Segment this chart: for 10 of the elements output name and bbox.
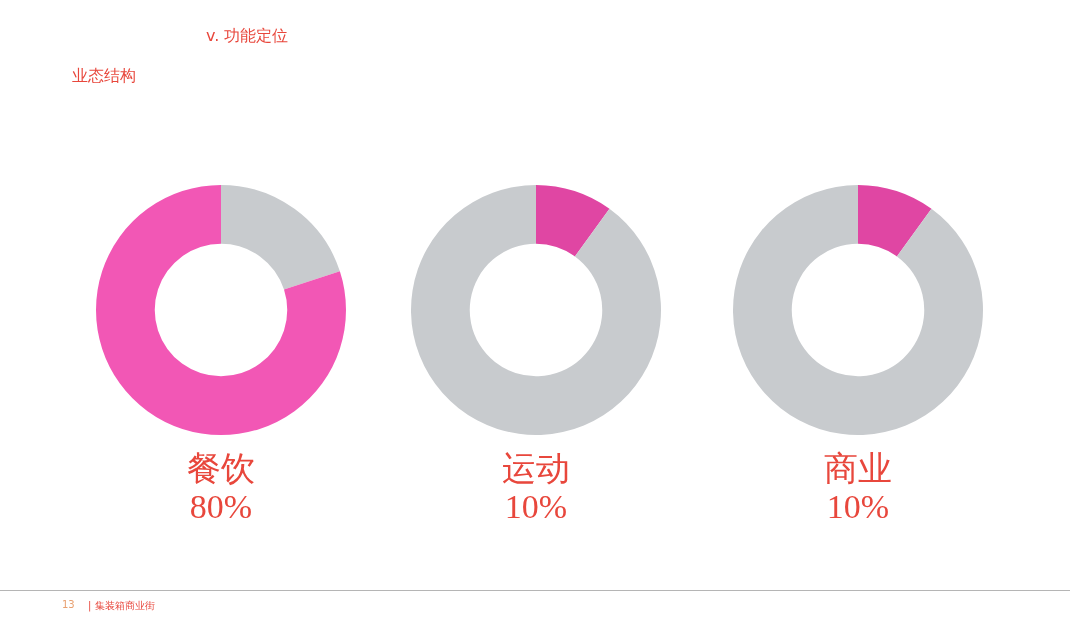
text: | 集装箱商业街 [88,599,155,613]
text: 10% [503,488,569,526]
text: 运动 [501,450,571,488]
text: 13 [62,599,75,610]
text: v. 功能定位 [206,26,289,47]
text: 80% [188,488,254,526]
text: 10% [825,488,891,526]
text: 餐饮 [186,450,256,488]
text: 业态结构 [72,66,136,87]
text: 商业 [823,450,893,488]
